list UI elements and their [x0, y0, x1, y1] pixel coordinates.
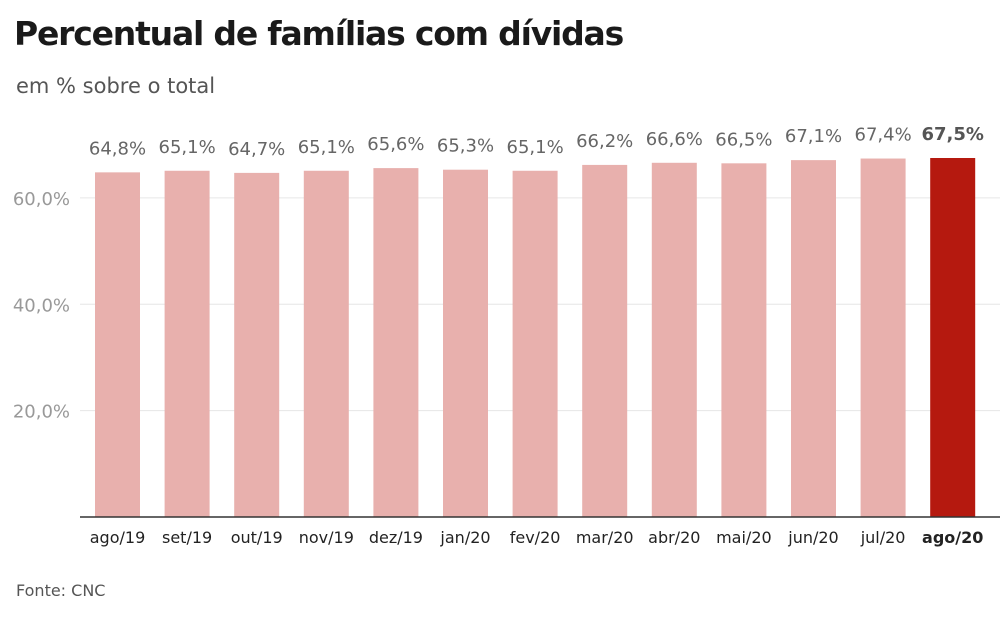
chart-subtitle: em % sobre o total [16, 74, 216, 98]
x-tick-label: nov/19 [299, 528, 354, 547]
x-tick-label: mar/20 [576, 528, 634, 547]
source-note: Fonte: CNC [16, 581, 106, 600]
bar [721, 163, 767, 517]
data-label: 67,5% [921, 124, 983, 145]
y-tick-label: 40,0% [13, 295, 70, 316]
bar [860, 158, 906, 517]
bar [930, 158, 976, 517]
bar [582, 164, 628, 518]
y-tick-label: 20,0% [13, 402, 70, 423]
data-label: 64,7% [228, 139, 285, 160]
bar [303, 170, 349, 517]
bar [443, 169, 488, 517]
x-tick-label: set/19 [162, 528, 212, 547]
x-tick-label: ago/20 [922, 528, 983, 547]
x-tick-label: dez/19 [369, 528, 423, 547]
data-label: 65,3% [437, 136, 494, 157]
data-label: 66,6% [646, 129, 703, 150]
bar [95, 172, 140, 518]
x-tick-label: fev/20 [510, 528, 561, 547]
chart-title: Percentual de famílias com dívidas [14, 14, 624, 53]
bar [651, 162, 697, 517]
y-tick-label: 60,0% [13, 189, 70, 210]
data-label: 66,2% [576, 131, 633, 152]
x-tick-label: jul/20 [860, 528, 906, 547]
data-label: 65,1% [507, 137, 564, 158]
bar [791, 160, 836, 517]
bar [512, 170, 558, 517]
data-label: 65,1% [159, 137, 216, 158]
x-tick-label: jun/20 [787, 528, 838, 547]
x-tick-label: ago/19 [90, 528, 146, 547]
data-label: 66,5% [715, 129, 772, 150]
data-label: 65,1% [298, 137, 355, 158]
bar [373, 168, 419, 518]
bar [234, 172, 280, 517]
data-label: 64,8% [89, 138, 146, 159]
data-label: 67,1% [785, 126, 842, 147]
x-tick-label: out/19 [231, 528, 283, 547]
x-tick-label: mai/20 [716, 528, 772, 547]
data-label: 67,4% [855, 125, 912, 146]
x-tick-label: abr/20 [648, 528, 700, 547]
bar [164, 170, 210, 517]
x-tick-label: jan/20 [439, 528, 490, 547]
data-label: 65,6% [367, 134, 424, 155]
